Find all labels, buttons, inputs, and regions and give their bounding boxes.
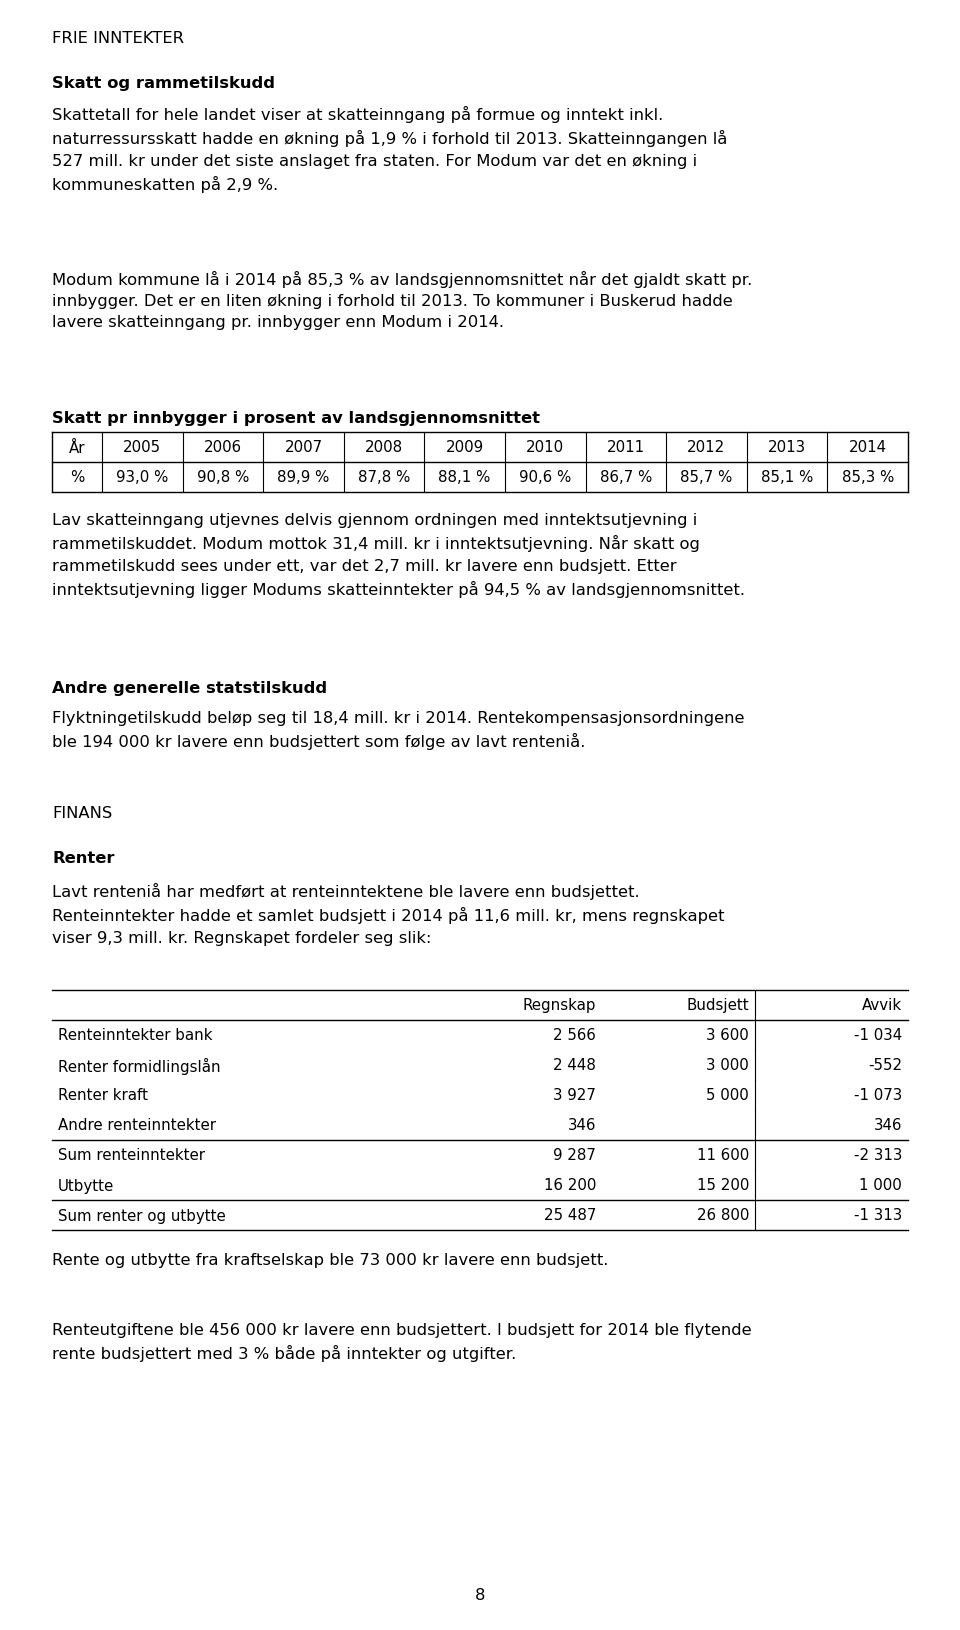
Text: Avvik: Avvik — [862, 998, 902, 1012]
Text: Renter formidlingslån: Renter formidlingslån — [58, 1056, 221, 1074]
Text: 2006: 2006 — [204, 440, 242, 455]
Text: Budsjett: Budsjett — [686, 998, 749, 1012]
Text: Andre renteinntekter: Andre renteinntekter — [58, 1118, 216, 1133]
Text: 11 600: 11 600 — [697, 1148, 749, 1162]
Text: 1 000: 1 000 — [859, 1178, 902, 1193]
Text: Lavt renteniå har medført at renteinntektene ble lavere enn budsjettet.
Renteinn: Lavt renteniå har medført at renteinntek… — [52, 882, 725, 945]
Text: 346: 346 — [567, 1118, 596, 1133]
Text: -1 073: -1 073 — [853, 1087, 902, 1104]
Text: Lav skatteinngang utjevnes delvis gjennom ordningen med inntektsutjevning i
ramm: Lav skatteinngang utjevnes delvis gjenno… — [52, 513, 745, 598]
Text: Sum renter og utbytte: Sum renter og utbytte — [58, 1208, 226, 1222]
Text: 3 000: 3 000 — [707, 1058, 749, 1073]
Text: 89,9 %: 89,9 % — [277, 469, 329, 486]
Text: FRIE INNTEKTER: FRIE INNTEKTER — [52, 31, 184, 46]
Text: 9 287: 9 287 — [553, 1148, 596, 1162]
Text: 86,7 %: 86,7 % — [600, 469, 652, 486]
Text: 2009: 2009 — [445, 440, 484, 455]
Text: %: % — [70, 469, 84, 486]
Text: -2 313: -2 313 — [853, 1148, 902, 1162]
Text: 3 927: 3 927 — [553, 1087, 596, 1104]
Text: Modum kommune lå i 2014 på 85,3 % av landsgjennomsnittet når det gjaldt skatt pr: Modum kommune lå i 2014 på 85,3 % av lan… — [52, 271, 753, 331]
Text: 90,8 %: 90,8 % — [197, 469, 249, 486]
Text: Skattetall for hele landet viser at skatteinngang på formue og inntekt inkl.
nat: Skattetall for hele landet viser at skat… — [52, 106, 728, 192]
Text: Skatt pr innbygger i prosent av landsgjennomsnittet: Skatt pr innbygger i prosent av landsgje… — [52, 411, 540, 425]
Text: 2 448: 2 448 — [553, 1058, 596, 1073]
Text: Regnskap: Regnskap — [523, 998, 596, 1012]
Text: 90,6 %: 90,6 % — [519, 469, 571, 486]
Text: 85,1 %: 85,1 % — [761, 469, 813, 486]
Text: Renteinntekter bank: Renteinntekter bank — [58, 1029, 212, 1043]
Text: FINANS: FINANS — [52, 805, 112, 820]
Text: 2 566: 2 566 — [553, 1029, 596, 1043]
Text: Rente og utbytte fra kraftselskap ble 73 000 kr lavere enn budsjett.: Rente og utbytte fra kraftselskap ble 73… — [52, 1252, 609, 1267]
Text: 87,8 %: 87,8 % — [358, 469, 410, 486]
Text: 85,3 %: 85,3 % — [842, 469, 894, 486]
Text: 2011: 2011 — [607, 440, 645, 455]
Text: Skatt og rammetilskudd: Skatt og rammetilskudd — [52, 77, 275, 91]
Text: Renter: Renter — [52, 851, 114, 866]
Text: 2008: 2008 — [365, 440, 403, 455]
Text: Flyktningetilskudd beløp seg til 18,4 mill. kr i 2014. Rentekompensasjonsordning: Flyktningetilskudd beløp seg til 18,4 mi… — [52, 711, 745, 750]
Text: 2014: 2014 — [849, 440, 887, 455]
Text: Andre generelle statstilskudd: Andre generelle statstilskudd — [52, 681, 327, 696]
Text: 2010: 2010 — [526, 440, 564, 455]
Text: -1 313: -1 313 — [853, 1208, 902, 1222]
Text: 93,0 %: 93,0 % — [116, 469, 168, 486]
Text: År: År — [69, 440, 85, 455]
Text: 8: 8 — [475, 1588, 485, 1602]
Text: Utbytte: Utbytte — [58, 1178, 114, 1193]
Text: 26 800: 26 800 — [697, 1208, 749, 1222]
Text: Renter kraft: Renter kraft — [58, 1087, 148, 1104]
Text: 2005: 2005 — [123, 440, 161, 455]
Text: 2007: 2007 — [284, 440, 323, 455]
Text: 85,7 %: 85,7 % — [681, 469, 732, 486]
Text: Renteutgiftene ble 456 000 kr lavere enn budsjettert. I budsjett for 2014 ble fl: Renteutgiftene ble 456 000 kr lavere enn… — [52, 1322, 752, 1361]
Text: 88,1 %: 88,1 % — [439, 469, 491, 486]
Text: 25 487: 25 487 — [544, 1208, 596, 1222]
Text: -552: -552 — [868, 1058, 902, 1073]
Text: 2012: 2012 — [687, 440, 726, 455]
Text: 16 200: 16 200 — [544, 1178, 596, 1193]
Text: 346: 346 — [874, 1118, 902, 1133]
Text: -1 034: -1 034 — [853, 1029, 902, 1043]
Text: 15 200: 15 200 — [697, 1178, 749, 1193]
Text: 2013: 2013 — [768, 440, 806, 455]
Text: 5 000: 5 000 — [707, 1087, 749, 1104]
Text: Sum renteinntekter: Sum renteinntekter — [58, 1148, 205, 1162]
Text: 3 600: 3 600 — [707, 1029, 749, 1043]
